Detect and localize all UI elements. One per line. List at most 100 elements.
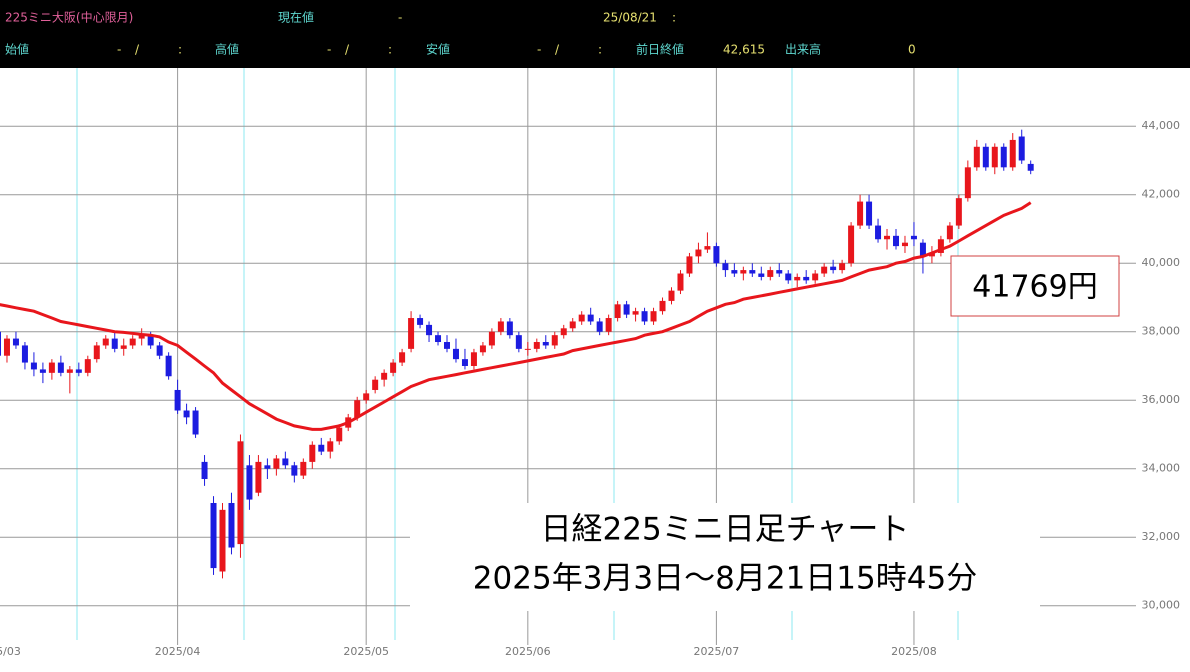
moving-average: [0, 201, 1032, 431]
candle-body: [946, 225, 953, 240]
candle-body: [803, 276, 810, 281]
candle-body: [578, 314, 585, 322]
candle-body: [84, 359, 91, 373]
candle-body: [901, 242, 908, 247]
candle-body: [524, 348, 531, 350]
annotation: 41769円: [972, 270, 1097, 305]
candle-body: [991, 146, 998, 168]
header-value: :: [598, 43, 602, 57]
candle-body: [964, 167, 971, 199]
candle-body: [336, 427, 343, 442]
candle-body: [812, 273, 819, 281]
x-tick-label: 2025/07: [694, 645, 740, 658]
candle-body: [614, 304, 621, 319]
candle-body: [399, 352, 406, 363]
header-label: 高値: [215, 42, 239, 57]
x-tick-label: 2025/03: [0, 645, 21, 658]
candle-body: [111, 338, 118, 349]
candle-body: [30, 362, 37, 370]
caption: 日経225ミニ日足チャート: [541, 512, 910, 548]
candle-body: [372, 379, 379, 390]
candle-body: [452, 348, 459, 360]
candle-body: [713, 246, 720, 264]
candle-body: [542, 342, 549, 346]
candle-body: [919, 242, 926, 257]
candle-body: [839, 263, 846, 271]
candle-body: [910, 235, 917, 240]
candle-body: [327, 441, 334, 452]
candle-body: [551, 335, 558, 346]
candle-body: [767, 270, 774, 277]
header-label: 出来高: [785, 42, 821, 57]
candle-body: [695, 249, 702, 257]
candle-body: [866, 201, 873, 226]
y-tick-label: 34,000: [1142, 462, 1181, 475]
candle-body: [174, 389, 181, 411]
candle-body: [12, 338, 19, 346]
candle-body: [749, 270, 756, 274]
header-value: -: [117, 43, 121, 57]
candle-body: [165, 355, 172, 377]
candle-body: [668, 290, 675, 301]
candle-body: [794, 276, 801, 281]
candle-body: [488, 331, 495, 346]
header-label: 現在値: [278, 10, 314, 25]
candle-body: [955, 198, 962, 226]
candle-body: [1000, 146, 1007, 168]
candle-body: [102, 338, 109, 346]
candle-body: [982, 146, 989, 168]
candle-body: [632, 311, 639, 315]
header-label: 始値: [5, 42, 29, 57]
candle-body: [183, 410, 190, 418]
candle-body: [893, 235, 899, 247]
candle-body: [138, 335, 145, 339]
candle-body: [605, 318, 612, 332]
candle-body: [560, 328, 567, 336]
candle-body: [569, 321, 576, 329]
candle-body: [722, 263, 729, 271]
candle-body: [740, 270, 747, 274]
candle-body: [309, 444, 316, 462]
candle-body: [255, 461, 262, 493]
header-value: 25/08/21: [603, 11, 657, 25]
y-tick-label: 44,000: [1142, 119, 1181, 132]
candle-body: [884, 235, 891, 240]
candle-body: [156, 345, 163, 356]
x-tick-label: 2025/06: [505, 645, 551, 658]
candle-body: [1018, 136, 1025, 161]
candle-body: [1009, 139, 1016, 168]
candle-body: [506, 321, 513, 336]
candle-body: [659, 300, 666, 312]
candle-body: [928, 252, 935, 257]
candle-body: [75, 369, 82, 373]
y-tick-label: 40,000: [1142, 256, 1181, 269]
candle-body: [821, 266, 828, 274]
candle-body: [1027, 163, 1034, 171]
x-tick-label: 2025/04: [155, 645, 201, 658]
header-value: 42,615: [723, 43, 765, 57]
header-value: -: [398, 11, 402, 25]
candle-body: [426, 324, 433, 336]
candle-body: [147, 335, 154, 346]
candle-body: [596, 321, 603, 332]
candle-body: [444, 342, 450, 349]
header-label: 安値: [426, 42, 450, 57]
candle-body: [677, 273, 684, 291]
candle-body: [354, 400, 361, 418]
header-value: /: [135, 43, 140, 57]
candle-body: [93, 345, 100, 360]
header-value: /: [555, 43, 560, 57]
header-value: :: [178, 43, 182, 57]
candle-body: [830, 266, 837, 271]
candle-body: [3, 338, 10, 356]
candle-body: [237, 441, 244, 545]
header-title: 225ミニ大阪(中心限月): [5, 10, 133, 25]
caption: 2025年3月3日～8月21日15時45分: [473, 561, 977, 597]
header-label: 前日終値: [636, 42, 684, 57]
candle-body: [776, 270, 783, 274]
header-value: -: [327, 43, 331, 57]
candle-body: [973, 146, 980, 168]
y-tick-label: 32,000: [1142, 530, 1181, 543]
candle-body: [318, 444, 325, 452]
